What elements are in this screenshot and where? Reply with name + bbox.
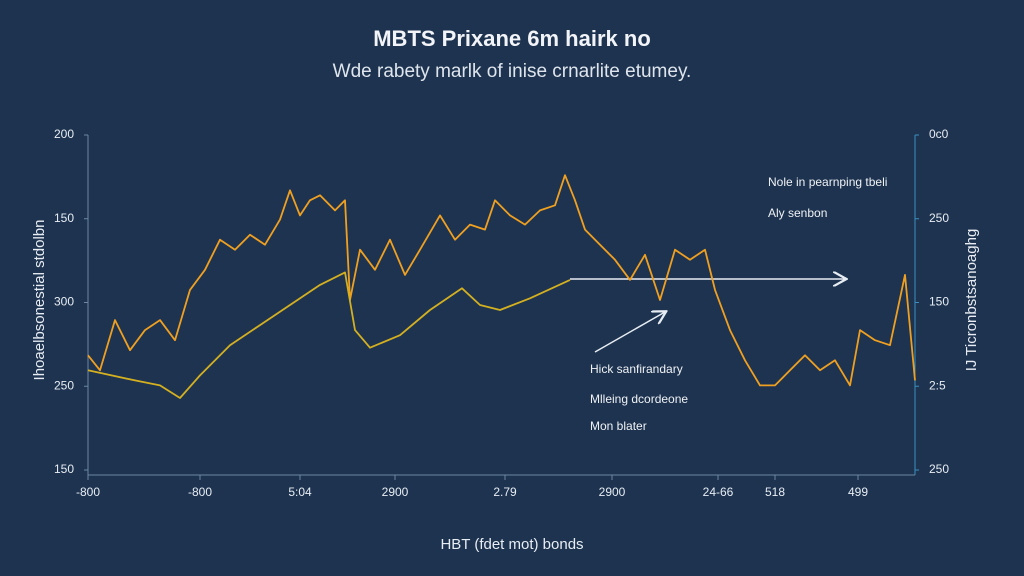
y2-tick-label: 0c0 bbox=[929, 127, 949, 141]
annotation: Mlleing dcordeone bbox=[590, 392, 688, 406]
x-axis-label: HBT (fdet mot) bonds bbox=[440, 536, 583, 553]
y2-tick-label: 250 bbox=[929, 462, 949, 476]
y-tick-label: 150 bbox=[54, 462, 74, 476]
y2-tick-label: 2:5 bbox=[929, 378, 946, 392]
x-tick-label: 2.79 bbox=[493, 485, 517, 499]
y2-tick-label: 150 bbox=[929, 295, 949, 309]
y2-axis-label: IJ Ticronbstsanoaghg bbox=[963, 229, 980, 372]
x-tick-label: -800 bbox=[188, 485, 212, 499]
x-tick-label: 499 bbox=[848, 485, 868, 499]
line-series bbox=[87, 174, 916, 387]
chart-title: MBTS Prixane 6m hairk no bbox=[373, 26, 651, 51]
y-tick-label: 300 bbox=[54, 295, 74, 309]
annotation: Hick sanfirandary bbox=[590, 362, 683, 376]
x-tick-label: 24-66 bbox=[703, 485, 734, 499]
x-tick-label: 5:04 bbox=[288, 485, 312, 499]
arrow bbox=[594, 312, 665, 353]
y-tick-label: 200 bbox=[54, 127, 74, 141]
x-tick-label: 518 bbox=[765, 485, 785, 499]
x-tick-label: -800 bbox=[76, 485, 100, 499]
y-tick-label: 250 bbox=[54, 378, 74, 392]
y-tick-label: 150 bbox=[54, 211, 74, 225]
annotation: Mon blater bbox=[590, 419, 647, 433]
x-tick-label: 2900 bbox=[382, 485, 409, 499]
y-axis-label: Ihoaelbsonestial stdolbn bbox=[31, 220, 48, 381]
annotation: Aly senbon bbox=[768, 206, 827, 220]
annotation: Nole in pearnping tbeli bbox=[768, 175, 887, 189]
y2-tick-label: 250 bbox=[929, 211, 949, 225]
chart-subtitle: Wde rabety marlk of inise crnarlite etum… bbox=[333, 61, 692, 82]
line-series bbox=[87, 271, 571, 399]
x-tick-label: 2900 bbox=[599, 485, 626, 499]
